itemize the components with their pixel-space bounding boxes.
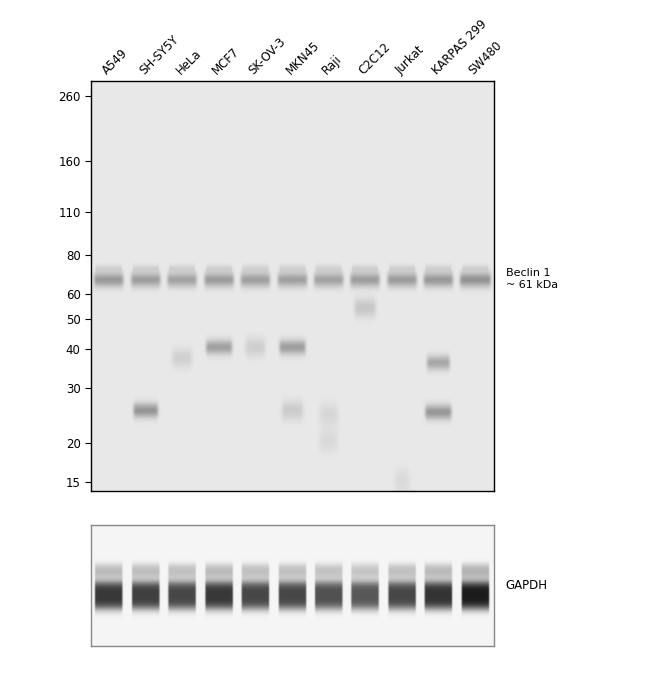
Text: GAPDH: GAPDH [506,579,548,592]
Text: KARPAS 299: KARPAS 299 [430,17,489,77]
Text: C2C12: C2C12 [357,40,393,77]
Text: Raji: Raji [320,52,345,77]
Text: SK-OV-3: SK-OV-3 [246,34,289,77]
Text: HeLa: HeLa [174,46,203,77]
Text: Jurkat: Jurkat [393,43,427,77]
Text: SH-SY5Y: SH-SY5Y [136,32,181,77]
Text: MKN45: MKN45 [283,38,322,77]
Text: MCF7: MCF7 [210,44,242,77]
Text: Beclin 1
~ 61 kDa: Beclin 1 ~ 61 kDa [506,269,558,290]
Text: A549: A549 [100,46,131,77]
Text: SW480: SW480 [467,38,505,77]
